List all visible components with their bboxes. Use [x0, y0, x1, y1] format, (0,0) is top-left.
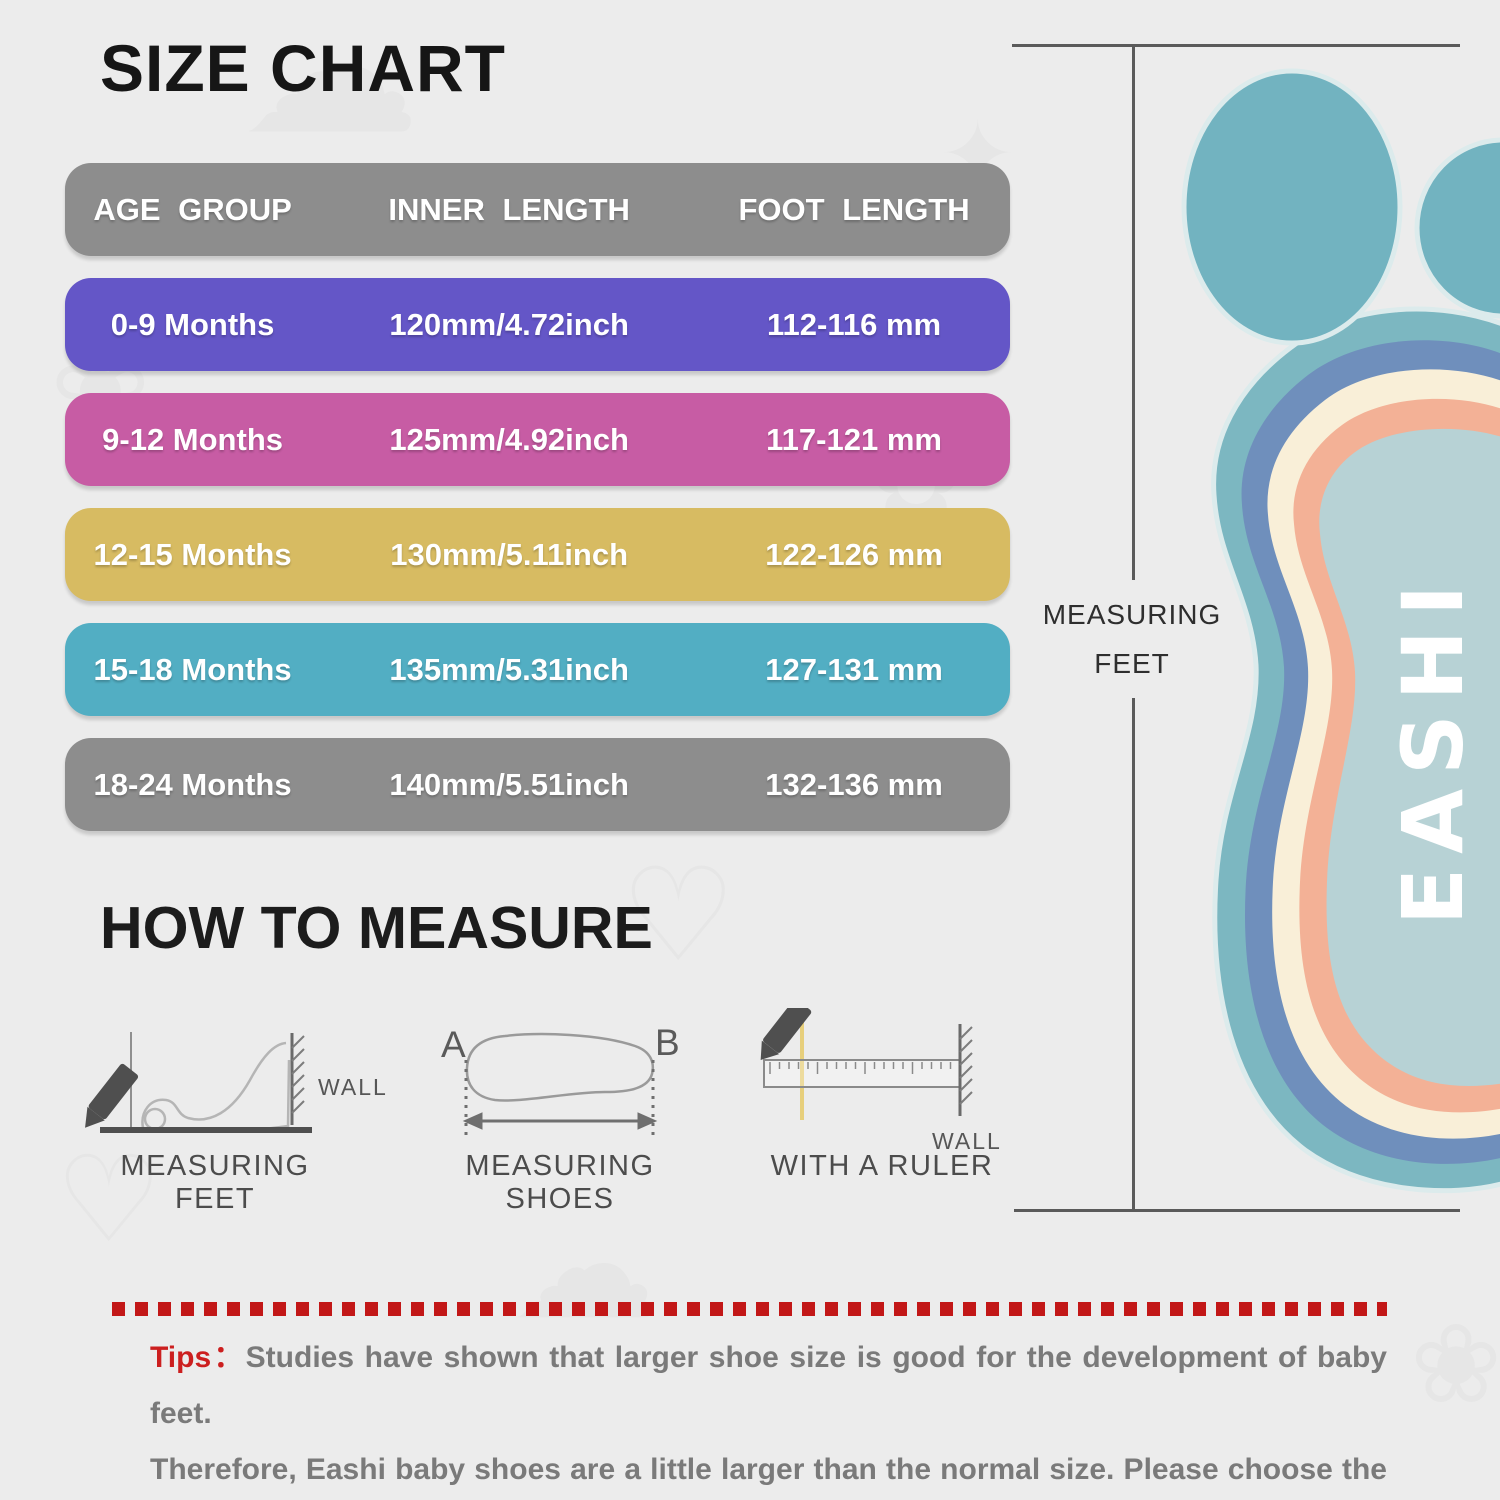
point-b-label: B	[655, 1022, 680, 1063]
age-group-cell: 15-18 Months	[93, 651, 292, 687]
measuring-feet-caption: MEASURING FEET	[120, 1150, 310, 1215]
page-title: SIZE CHART	[100, 31, 506, 105]
table-header-row: AGE GROUP INNER LENGTH FOOT LENGTH	[65, 163, 1010, 256]
foot-inner-sole	[1319, 428, 1500, 1086]
measuring-shoes-caption: MEASURING SHOES	[465, 1150, 655, 1215]
table-row: 12-15 Months 130mm/5.11inch 122-126 mm	[65, 508, 1010, 601]
foot-length-cell: 112-116 mm	[767, 306, 942, 342]
measuring-feet-panel-label: MEASURING FEET	[1038, 580, 1226, 698]
size-table: AGE GROUP INNER LENGTH FOOT LENGTH 0-9 M…	[65, 163, 1010, 853]
foot-length-cell: 127-131 mm	[765, 651, 943, 687]
doodle-glyph: ❀	[1410, 1303, 1500, 1426]
age-group-cell: 18-24 Months	[93, 766, 292, 802]
inner-length-cell: 120mm/4.72inch	[389, 306, 629, 342]
measuring-feet-diagram	[85, 1032, 312, 1133]
ruler-ticks	[769, 1062, 952, 1074]
how-to-measure-title: HOW TO MEASURE	[100, 895, 653, 961]
inner-length-cell: 125mm/4.92inch	[389, 421, 629, 457]
tips-text-1: Studies have shown that larger shoe size…	[150, 1341, 1387, 1430]
inner-length-cell: 135mm/5.31inch	[389, 651, 629, 687]
tips-block: Tips：Studies have shown that larger shoe…	[150, 1330, 1387, 1500]
table-row: 15-18 Months 135mm/5.31inch 127-131 mm	[65, 623, 1010, 716]
tips-line-1: Tips：Studies have shown that larger shoe…	[150, 1330, 1387, 1442]
big-toe	[1181, 68, 1403, 346]
wall-label: WALL	[318, 1074, 388, 1100]
inner-length-cell: 140mm/5.51inch	[389, 766, 629, 802]
col-header-age-group: AGE GROUP	[93, 191, 292, 227]
with-a-ruler-diagram	[760, 1008, 973, 1120]
red-dashed-divider	[112, 1302, 1387, 1316]
foot-outline	[141, 1041, 291, 1133]
wall-hatching	[959, 1026, 973, 1105]
with-a-ruler-caption: WITH A RULER	[770, 1150, 994, 1182]
pencil-icon	[85, 1063, 139, 1128]
age-group-cell: 12-15 Months	[93, 536, 292, 572]
age-group-cell: 0-9 Months	[110, 306, 275, 342]
tips-line-2: Therefore, Eashi baby shoes are a little…	[150, 1453, 1387, 1486]
measure-bottom-line	[1014, 1209, 1460, 1212]
wall-hatching	[291, 1035, 305, 1114]
foot-length-cell: 132-136 mm	[765, 766, 943, 802]
table-row: 0-9 Months 120mm/4.72inch 112-116 mm	[65, 278, 1010, 371]
ruler	[763, 1059, 961, 1088]
small-toe	[1414, 137, 1500, 319]
brand-logo-eashi: EASHI	[1384, 570, 1482, 926]
col-header-foot-length: FOOT LENGTH	[738, 191, 970, 227]
wall-label: WALL	[932, 1128, 1002, 1154]
point-a-label: A	[441, 1024, 466, 1065]
length-arrow	[462, 1112, 658, 1130]
measure-top-line	[1012, 44, 1460, 47]
table-row: 9-12 Months 125mm/4.92inch 117-121 mm	[65, 393, 1010, 486]
col-header-inner-length: INNER LENGTH	[388, 191, 630, 227]
measuring-shoes-diagram	[462, 1032, 658, 1136]
foot-length-cell: 122-126 mm	[765, 536, 943, 572]
tips-label: Tips：	[150, 1341, 246, 1374]
panel-label-line2: FEET	[1094, 648, 1170, 679]
foot-length-cell: 117-121 mm	[766, 421, 942, 457]
inner-length-cell: 130mm/5.11inch	[390, 536, 629, 572]
pencil-icon	[760, 1008, 812, 1060]
baby-foot-illustration	[1181, 68, 1500, 1194]
shoe-sole-outline	[465, 1032, 654, 1102]
age-group-cell: 9-12 Months	[102, 421, 283, 457]
table-row: 18-24 Months 140mm/5.51inch 132-136 mm	[65, 738, 1010, 831]
panel-label-line1: MEASURING	[1042, 599, 1222, 630]
